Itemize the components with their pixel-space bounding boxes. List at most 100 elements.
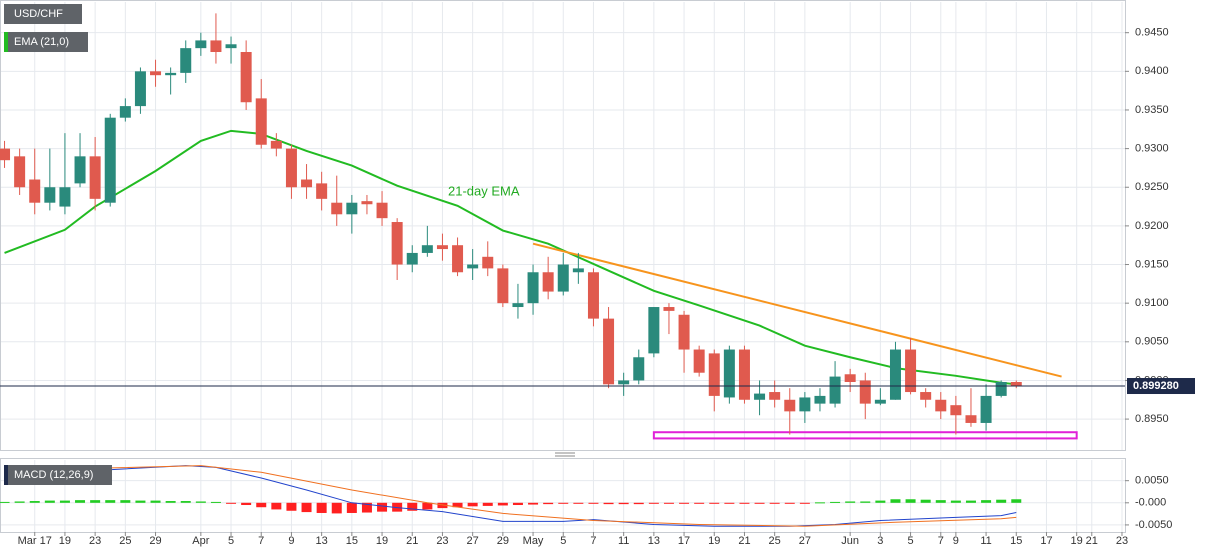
candle-body <box>829 376 841 404</box>
candle-body <box>44 187 56 203</box>
histogram-bar <box>724 502 735 504</box>
y-tick-label: 0.9150 <box>1135 258 1169 270</box>
candle-body <box>814 395 826 404</box>
candle-body <box>285 148 297 188</box>
y-tick-label: 0.9100 <box>1135 297 1169 309</box>
histogram-bar <box>512 502 523 506</box>
x-tick-label: 5 <box>560 535 566 547</box>
x-tick-label: 13 <box>648 535 660 547</box>
candle-body <box>240 52 252 103</box>
x-tick-label: 23 <box>89 535 101 547</box>
panel-handle <box>555 452 575 457</box>
x-tick-label: 5 <box>908 535 914 547</box>
candle-body <box>482 256 494 269</box>
y-tick-label: -0.000 <box>1135 497 1166 509</box>
x-tick-label: 29 <box>497 535 509 547</box>
histogram-bar <box>90 500 101 503</box>
histogram-bar <box>1011 499 1022 503</box>
x-tick-label: 19 <box>1071 535 1083 547</box>
x-tick-label: 11 <box>980 535 991 547</box>
histogram-bar <box>301 502 312 513</box>
x-tick-label: 25 <box>119 535 131 547</box>
candle-body <box>889 349 901 400</box>
histogram-bar <box>543 502 554 505</box>
y-tick-label: 0.9450 <box>1135 27 1169 39</box>
candle-body <box>859 380 871 404</box>
candle-body <box>270 140 282 149</box>
candle-body <box>406 252 418 265</box>
y-tick-label: -0.0050 <box>1135 519 1172 531</box>
histogram-bar <box>528 502 539 505</box>
annotation: 21-day EMA <box>448 183 520 198</box>
legend-entry: EMA (21,0) <box>14 36 69 48</box>
candle-body <box>799 397 811 412</box>
candle-body <box>542 272 554 292</box>
histogram-bar <box>814 502 825 504</box>
candle-body <box>935 399 947 412</box>
candle-body <box>376 202 388 219</box>
histogram-bar <box>754 502 765 504</box>
x-tick-label: 13 <box>316 535 328 547</box>
candle-body <box>436 245 448 250</box>
candle-body <box>1010 381 1022 386</box>
histogram-bar <box>195 501 206 503</box>
chart-title: MACD (12,26,9) <box>14 469 93 481</box>
candle-body <box>905 349 917 393</box>
histogram-bar <box>860 501 871 503</box>
candle-body <box>527 272 539 304</box>
x-tick-label: 19 <box>376 535 388 547</box>
legend-entry-box <box>4 32 88 52</box>
candle-body <box>784 399 796 412</box>
x-tick-label: 17 <box>1040 535 1052 547</box>
line-series <box>4 129 1017 386</box>
candle-body <box>14 156 26 188</box>
candle-body <box>708 353 720 396</box>
candle-body <box>331 202 343 215</box>
x-tick-label: 21 <box>406 535 418 547</box>
chart-title-box <box>4 4 82 24</box>
x-tick-label: 11 <box>618 535 629 547</box>
histogram-bar <box>739 502 750 504</box>
histogram-bar <box>663 502 674 504</box>
histogram-bar <box>830 501 841 503</box>
x-tick-label: 9 <box>288 535 294 547</box>
histogram-bar <box>935 500 946 503</box>
histogram-bar <box>120 500 131 503</box>
histogram-bar <box>14 501 25 503</box>
histogram-bar <box>920 499 931 503</box>
candle-body <box>104 117 116 203</box>
histogram-bar <box>497 502 508 506</box>
histogram-bar <box>588 502 599 504</box>
candle-body <box>769 392 781 400</box>
candle-body <box>874 399 886 404</box>
candle-body <box>195 40 207 49</box>
histogram-bar <box>709 502 720 504</box>
candle-body <box>920 392 932 400</box>
histogram-bar <box>603 502 614 505</box>
histogram-bar <box>950 500 961 503</box>
histogram-bar <box>44 500 55 503</box>
x-tick-label: 15 <box>346 535 358 547</box>
histogram-bar <box>241 502 252 506</box>
candle-body <box>316 183 328 199</box>
x-tick-label: Apr <box>192 535 209 547</box>
candle-body <box>603 318 615 385</box>
histogram-bar <box>210 501 221 503</box>
x-tick-label: May <box>523 535 544 547</box>
candle-body <box>59 187 71 207</box>
histogram-bar <box>905 499 916 503</box>
candle-body <box>361 201 373 205</box>
histogram-bar <box>346 502 357 513</box>
candle-body <box>980 395 992 423</box>
histogram-bar <box>75 500 86 503</box>
x-tick-label: 19 <box>59 535 71 547</box>
x-tick-label: 25 <box>769 535 781 547</box>
histogram-bar <box>467 502 478 507</box>
y-tick-label: 0.9400 <box>1135 65 1169 77</box>
candle-body <box>754 393 766 400</box>
histogram-bar <box>226 502 237 504</box>
candle-body <box>693 349 705 373</box>
candle-body <box>134 71 146 107</box>
